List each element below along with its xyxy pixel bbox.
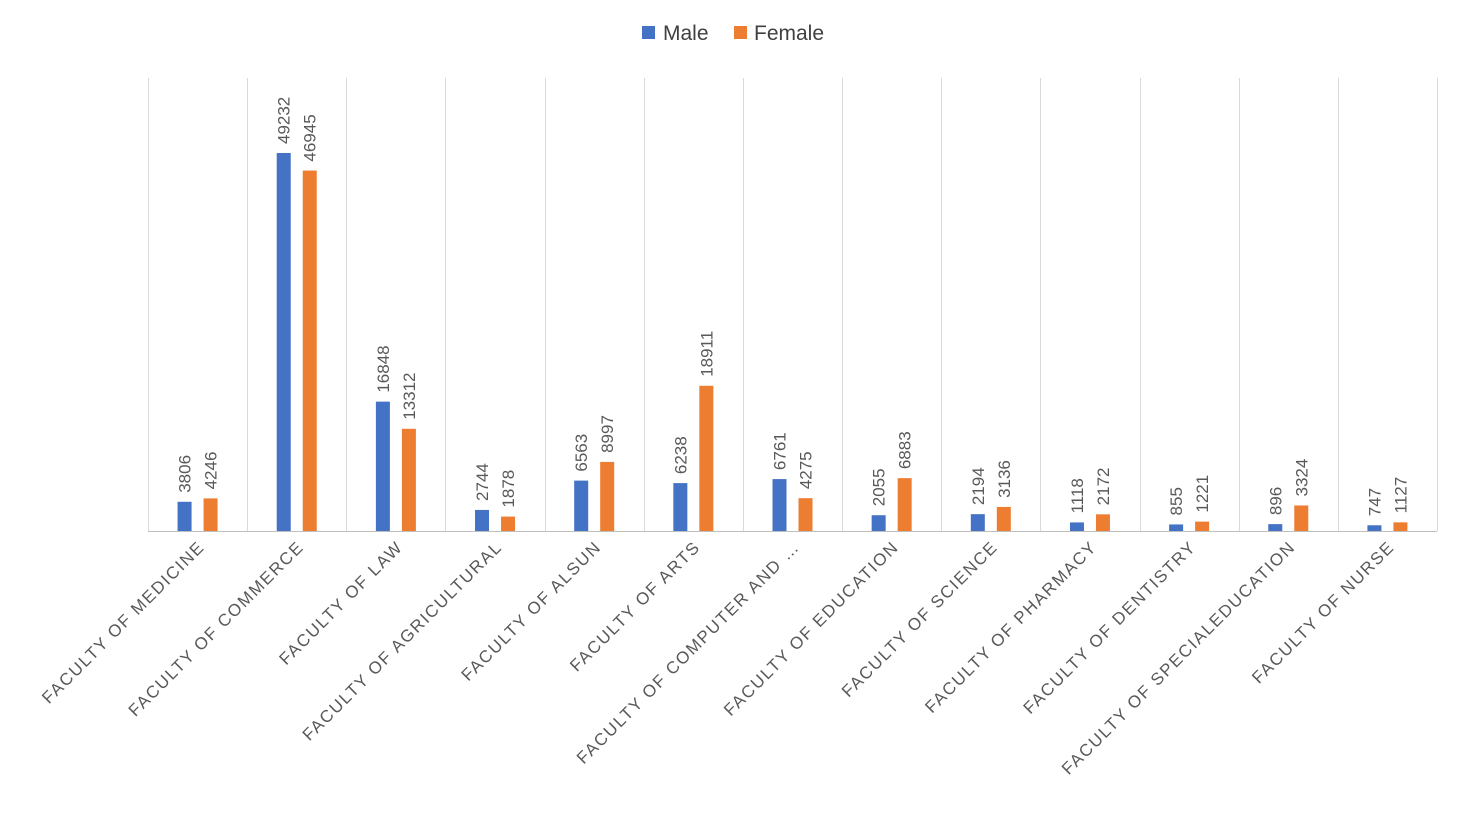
legend-swatch-female: [734, 26, 747, 39]
data-label-male: 2744: [473, 463, 492, 501]
category-gridlines: [148, 78, 1438, 531]
bar-male: [970, 514, 985, 531]
data-label-male: 6761: [771, 432, 790, 470]
data-label-male: 16848: [374, 345, 393, 392]
category-label: FACULTY OF SCIENCE: [838, 537, 1002, 701]
bar-male: [1069, 522, 1084, 531]
legend-label-female: Female: [754, 22, 824, 45]
bars: [177, 152, 1408, 532]
data-label-female: 3136: [995, 460, 1014, 498]
bar-female: [699, 385, 714, 531]
bar-female: [897, 478, 912, 531]
data-labels: 3806 4246 49232 46945 16848 13312 2744 1878 6563…: [176, 97, 1411, 517]
data-label-female: 6883: [896, 431, 915, 469]
data-label-male: 3806: [176, 455, 195, 493]
bar-female: [302, 170, 317, 532]
bar-female: [203, 498, 218, 531]
bar-male: [1169, 524, 1184, 531]
legend: Male Female: [642, 22, 824, 45]
bar-female: [1294, 505, 1309, 531]
bar-male: [276, 152, 291, 532]
data-label-female: 8997: [598, 415, 617, 453]
category-label: FACULTY OF DENTISTRY: [1020, 537, 1200, 717]
bar-female: [501, 516, 516, 531]
data-label-female: 4246: [202, 452, 221, 490]
data-label-male: 747: [1365, 488, 1384, 516]
legend-label-male: Male: [663, 22, 709, 45]
data-label-female: 13312: [400, 373, 419, 420]
bar-female: [401, 428, 416, 531]
data-label-female: 3324: [1292, 459, 1311, 497]
data-label-male: 855: [1167, 487, 1186, 515]
bar-female: [1393, 522, 1408, 531]
bar-male: [375, 401, 390, 531]
data-label-female: 1127: [1391, 477, 1410, 514]
data-label-male: 896: [1266, 487, 1285, 515]
data-label-female: 1221: [1193, 475, 1212, 513]
bar-female: [1095, 514, 1110, 531]
bar-male: [1268, 524, 1283, 531]
bar-female: [1195, 521, 1210, 531]
data-label-male: 6238: [671, 436, 690, 474]
bar-male: [871, 515, 886, 531]
data-label-male: 2055: [870, 468, 889, 506]
data-label-male: 6563: [572, 434, 591, 472]
data-label-male: 49232: [275, 97, 294, 144]
data-label-female: 4275: [797, 451, 816, 489]
bar-female: [798, 498, 813, 531]
bar-male: [177, 501, 192, 531]
data-label-female: 1878: [499, 470, 518, 508]
category-label: FACULTY OF COMMERCE: [125, 537, 308, 720]
category-label: FACULTY OF MEDICINE: [38, 537, 208, 707]
bar-male: [574, 480, 589, 531]
legend-swatch-male: [642, 26, 655, 39]
bar-male: [772, 479, 787, 531]
bar-male: [1367, 525, 1382, 531]
category-label: FACULTY OF EDUCATION: [720, 537, 902, 719]
bar-female: [996, 506, 1011, 531]
data-label-male: 2194: [969, 467, 988, 505]
bar-female: [600, 461, 615, 531]
data-label-female: 18911: [697, 331, 716, 377]
data-label-female: 2172: [1094, 467, 1113, 505]
category-label: FACULTY OF AGRICULTURAL: [299, 537, 506, 744]
bar-male: [475, 509, 490, 531]
data-label-male: 1118: [1068, 478, 1087, 513]
category-label: FACULTY OF COMPUTER AND …: [573, 537, 803, 767]
bar-male: [673, 483, 688, 531]
category-label: FACULTY OF PHARMACY: [921, 537, 1100, 716]
data-label-female: 46945: [301, 114, 320, 161]
